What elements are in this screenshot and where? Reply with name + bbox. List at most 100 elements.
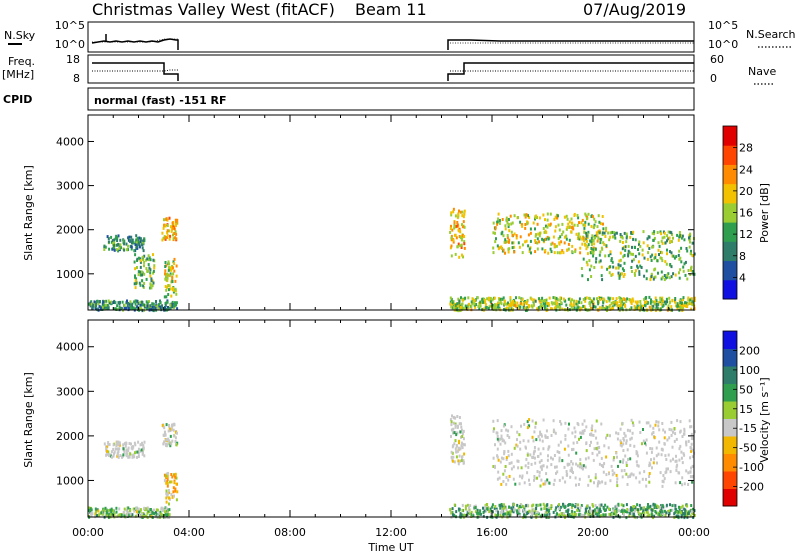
scatter-cell [506, 434, 509, 437]
scatter-cell [528, 424, 531, 428]
scatter-cell [508, 240, 510, 244]
scatter-cell [642, 241, 645, 245]
scatter-cell [661, 484, 664, 488]
scatter-cell [128, 513, 131, 517]
scatter-cell [456, 245, 459, 249]
scatter-cell [555, 465, 558, 469]
scatter-cell [534, 227, 536, 231]
scatter-cell [638, 272, 641, 276]
scatter-cell [604, 481, 607, 485]
scatter-cell [166, 484, 169, 488]
scatter-cell [175, 237, 178, 241]
scatter-cell [546, 301, 549, 305]
scatter-cell [166, 229, 169, 233]
scatter-cell [144, 258, 147, 262]
scatter-cell [615, 266, 618, 270]
scatter-cell [674, 459, 677, 463]
scatter-cell [547, 223, 550, 227]
scatter-cell [545, 429, 548, 433]
scatter-cell [554, 229, 557, 233]
scatter-cell [644, 302, 647, 306]
scatter-cell [450, 238, 453, 242]
scatter-cell [579, 306, 582, 310]
scatter-cell [650, 272, 653, 276]
scatter-cell [458, 441, 460, 445]
scatter-cell [137, 256, 140, 260]
scatter-cell [662, 299, 664, 303]
scatter-cell [517, 466, 520, 470]
scatter-cell [646, 507, 649, 511]
scatter-cell [493, 506, 496, 510]
scatter-cell [646, 511, 649, 515]
scatter-cell [663, 477, 666, 481]
scatter-cell [612, 509, 615, 513]
scatter-cell [170, 225, 172, 229]
scatter-cell [651, 447, 654, 451]
scatter-cell [629, 298, 632, 302]
scatter-cell [94, 507, 97, 511]
scatter-cell [474, 510, 477, 514]
colorbar-segment [723, 222, 737, 242]
scatter-cell [548, 303, 551, 307]
scatter-cell [510, 425, 513, 429]
scatter-cell [110, 509, 113, 513]
scatter-cell [526, 307, 529, 311]
scatter-cell [682, 265, 685, 269]
scatter-cell [148, 304, 151, 308]
scatter-cell [495, 431, 498, 435]
scatter-cell [586, 504, 589, 508]
scatter-cell [649, 447, 652, 450]
scatter-cell [105, 508, 108, 512]
scatter-cell [621, 236, 624, 240]
scatter-cell [652, 431, 655, 434]
scatter-cell [123, 442, 126, 446]
scatter-cell [540, 478, 543, 482]
scatter-cell [98, 304, 101, 308]
scatter-cell [164, 432, 167, 436]
scatter-cell [559, 251, 562, 255]
scatter-cell [452, 210, 455, 214]
scatter-cell [638, 480, 641, 484]
scatter-cell [668, 509, 670, 513]
scatter-cell [524, 223, 527, 226]
scatter-cell [534, 239, 537, 243]
scatter-cell [650, 450, 653, 454]
scatter-cell [633, 509, 636, 513]
scatter-cell [171, 439, 174, 443]
scatter-cell [482, 297, 485, 301]
scatter-cell [508, 513, 511, 517]
scatter-cell [512, 303, 515, 307]
scatter-cell [175, 498, 178, 502]
scatter-cell [615, 297, 618, 301]
scatter-cell [594, 247, 597, 251]
scatter-cell [480, 301, 483, 305]
scatter-cell [659, 296, 662, 300]
scatter-cell [564, 514, 567, 518]
scatter-cell [155, 300, 157, 303]
scatter-cell [614, 300, 617, 304]
scatter-cell [484, 506, 486, 510]
scatter-cell [166, 514, 168, 518]
scatter-cell [643, 506, 646, 510]
scatter-cell [159, 301, 162, 305]
scatter-cell [627, 249, 630, 253]
scatter-cell [656, 461, 658, 465]
scatter-cell [141, 309, 144, 313]
scatter-cell [690, 449, 693, 453]
scatter-cell [537, 512, 540, 516]
scatter-cell [170, 303, 173, 307]
scatter-cell [496, 303, 499, 307]
scatter-cell [654, 253, 657, 257]
scatter-cell [588, 268, 591, 272]
scatter-cell [674, 504, 677, 508]
scatter-cell [609, 231, 612, 235]
scatter-cell [450, 450, 453, 454]
scatter-cell [605, 436, 607, 440]
scatter-cell [683, 262, 686, 266]
scatter-cell [120, 246, 122, 250]
scatter-cell [145, 304, 148, 307]
scatter-cell [668, 511, 671, 515]
scatter-cell [631, 421, 634, 425]
scatter-cell [641, 442, 643, 446]
